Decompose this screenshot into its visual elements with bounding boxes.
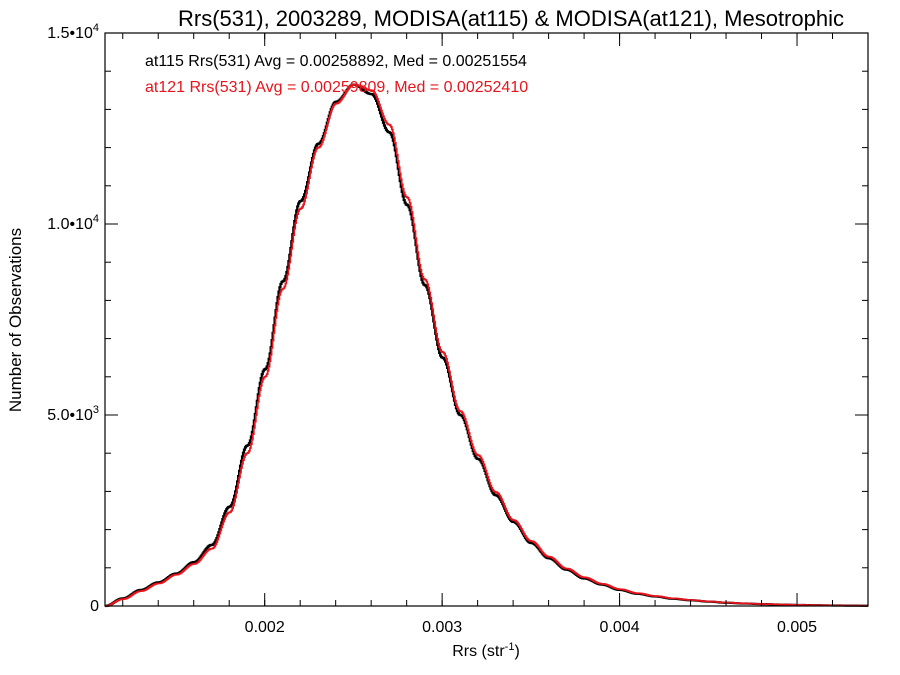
y-tick-label-mantissa-3: 1.5•10 xyxy=(47,25,93,42)
x-axis-label-end: ) xyxy=(514,643,519,660)
y-tick-label-mantissa-1: 5.0•10 xyxy=(47,407,93,424)
plot-frame xyxy=(104,32,869,607)
legend-stats-at121: at121 Rrs(531) Avg = 0.00259809, Med = 0… xyxy=(145,79,528,96)
x-axis-label: Rrs (str-1) xyxy=(452,641,520,660)
x-axis-label-exponent: -1 xyxy=(505,641,515,653)
series-line-at121 xyxy=(105,83,868,607)
y-axis-label: Number of Observations xyxy=(6,228,25,412)
y-tick-label-mantissa-0: 0 xyxy=(90,598,99,615)
y-tick-label-0: 0 xyxy=(90,598,99,615)
x-tick-label-2: 0.004 xyxy=(600,619,640,636)
legend-stats-at115: at115 Rrs(531) Avg = 0.00258892, Med = 0… xyxy=(145,53,527,70)
chart-title: Rrs(531), 2003289, MODISA(at115) & MODIS… xyxy=(178,6,844,31)
y-tick-label-2: 1.0•104 xyxy=(47,213,99,233)
y-tick-label-exponent-2: 4 xyxy=(93,213,99,225)
x-axis-label-base: Rrs (str xyxy=(452,643,505,660)
y-tick-label-3: 1.5•104 xyxy=(47,22,99,42)
plot-area: 0.002 0.003 0.004 0.00505.0•1031.0•1041.5•1… xyxy=(47,22,869,636)
x-tick-label-0: 0.002 xyxy=(245,619,285,636)
y-tick-label-mantissa-2: 1.0•10 xyxy=(47,216,93,233)
x-tick-label-1: 0.003 xyxy=(422,619,462,636)
y-tick-label-1: 5.0•103 xyxy=(47,404,99,424)
y-tick-label-exponent-3: 4 xyxy=(93,22,99,34)
series-line-at115 xyxy=(104,83,868,608)
y-tick-label-exponent-1: 3 xyxy=(93,404,99,416)
x-tick-label-3: 0.005 xyxy=(777,619,817,636)
